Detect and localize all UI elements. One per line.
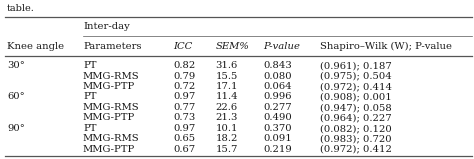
Text: 0.219: 0.219 <box>263 145 292 154</box>
Text: (0.961); 0.187: (0.961); 0.187 <box>320 61 392 70</box>
Text: 0.091: 0.091 <box>263 135 292 143</box>
Text: 0.67: 0.67 <box>173 145 195 154</box>
Text: 15.7: 15.7 <box>216 145 238 154</box>
Text: table.: table. <box>7 4 35 13</box>
Text: P-value: P-value <box>263 42 300 51</box>
Text: 0.79: 0.79 <box>173 72 195 80</box>
Text: 11.4: 11.4 <box>216 93 238 101</box>
Text: 0.370: 0.370 <box>263 124 292 133</box>
Text: 21.3: 21.3 <box>216 114 238 122</box>
Text: (0.975); 0.504: (0.975); 0.504 <box>320 72 392 80</box>
Text: (0.983); 0.720: (0.983); 0.720 <box>320 135 392 143</box>
Text: 18.2: 18.2 <box>216 135 238 143</box>
Text: 31.6: 31.6 <box>216 61 238 70</box>
Text: 0.77: 0.77 <box>173 103 195 112</box>
Text: SEM%: SEM% <box>216 42 249 51</box>
Text: 0.65: 0.65 <box>173 135 195 143</box>
Text: 10.1: 10.1 <box>216 124 238 133</box>
Text: 0.72: 0.72 <box>173 82 195 91</box>
Text: Inter-day: Inter-day <box>83 22 130 31</box>
Text: MMG-PTP: MMG-PTP <box>83 145 135 154</box>
Text: Parameters: Parameters <box>83 42 141 51</box>
Text: 0.82: 0.82 <box>173 61 195 70</box>
Text: 60°: 60° <box>7 93 25 101</box>
Text: (0.947); 0.058: (0.947); 0.058 <box>320 103 392 112</box>
Text: 0.080: 0.080 <box>263 72 292 80</box>
Text: (0.972); 0.414: (0.972); 0.414 <box>320 82 392 91</box>
Text: PT: PT <box>83 124 96 133</box>
Text: MMG-RMS: MMG-RMS <box>83 72 139 80</box>
Text: 0.277: 0.277 <box>263 103 292 112</box>
Text: 0.97: 0.97 <box>173 93 195 101</box>
Text: 0.97: 0.97 <box>173 124 195 133</box>
Text: (0.964); 0.227: (0.964); 0.227 <box>320 114 392 122</box>
Text: 0.73: 0.73 <box>173 114 195 122</box>
Text: 0.843: 0.843 <box>263 61 292 70</box>
Text: 15.5: 15.5 <box>216 72 238 80</box>
Text: 30°: 30° <box>7 61 25 70</box>
Text: MMG-PTP: MMG-PTP <box>83 114 135 122</box>
Text: Knee angle: Knee angle <box>7 42 64 51</box>
Text: 22.6: 22.6 <box>216 103 238 112</box>
Text: (0.972); 0.412: (0.972); 0.412 <box>320 145 392 154</box>
Text: 17.1: 17.1 <box>216 82 238 91</box>
Text: 90°: 90° <box>7 124 25 133</box>
Text: ICC: ICC <box>173 42 192 51</box>
Text: PT: PT <box>83 93 96 101</box>
Text: MMG-RMS: MMG-RMS <box>83 103 139 112</box>
Text: MMG-PTP: MMG-PTP <box>83 82 135 91</box>
Text: 0.996: 0.996 <box>263 93 292 101</box>
Text: 0.064: 0.064 <box>263 82 292 91</box>
Text: (0.908); 0.001: (0.908); 0.001 <box>320 93 392 101</box>
Text: 0.490: 0.490 <box>263 114 292 122</box>
Text: MMG-RMS: MMG-RMS <box>83 135 139 143</box>
Text: Shapiro–Wilk (W); P-value: Shapiro–Wilk (W); P-value <box>320 42 452 51</box>
Text: (0.082); 0.120: (0.082); 0.120 <box>320 124 392 133</box>
Text: PT: PT <box>83 61 96 70</box>
